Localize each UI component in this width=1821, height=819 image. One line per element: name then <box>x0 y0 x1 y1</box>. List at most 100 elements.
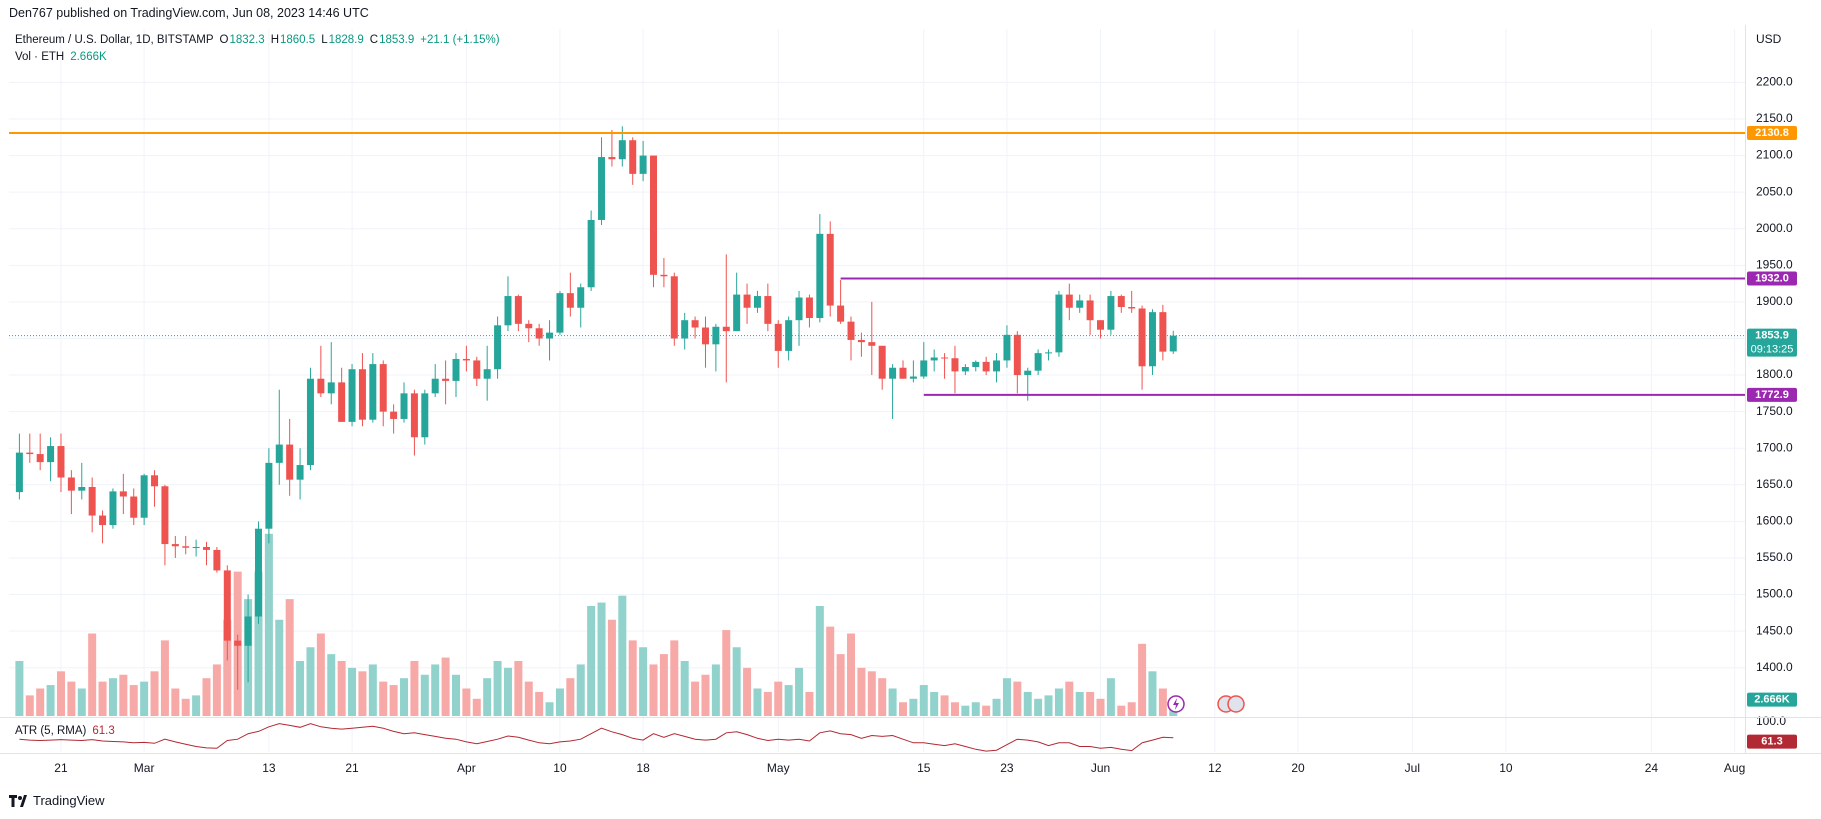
volume-bar <box>1158 688 1167 716</box>
candle-body <box>483 369 491 379</box>
price-pane <box>15 126 1177 752</box>
volume-bar <box>223 619 232 716</box>
candle-body <box>462 358 470 361</box>
volume-bar <box>441 657 450 716</box>
volume-bar <box>836 654 845 716</box>
candle-body <box>514 296 522 324</box>
volume-bar <box>410 661 419 716</box>
candle-body <box>826 233 834 306</box>
candle-body <box>598 157 606 220</box>
event-icon <box>1173 698 1179 710</box>
legend-item: H1860.5 <box>271 34 316 46</box>
candle-body <box>1138 308 1146 367</box>
level-label: 1772.9 <box>1755 389 1789 401</box>
candle-body <box>889 367 897 379</box>
volume-bar <box>753 688 762 716</box>
legend-number: 1832.3 <box>229 34 265 46</box>
candle-body <box>920 360 928 377</box>
legend-letter: C <box>369 34 379 46</box>
volume-bar <box>649 664 658 716</box>
volume-bar <box>119 674 128 716</box>
candle-body <box>1117 296 1125 308</box>
candle-body <box>941 357 949 359</box>
last-price-bg <box>1747 328 1797 357</box>
volume-bar <box>285 599 294 716</box>
candle-body <box>816 233 824 318</box>
volume-bar <box>514 661 523 716</box>
volume-bar <box>815 606 824 716</box>
legend-change: +21.1 (+1.15%) <box>420 34 500 46</box>
y-tick-label: 1600.0 <box>1756 514 1793 528</box>
volume-badge: 2.666K <box>1754 694 1790 706</box>
candle-body <box>764 296 772 324</box>
volume-bar <box>763 691 772 716</box>
x-tick-label: Jul <box>1405 761 1420 775</box>
volume-bar <box>680 661 689 716</box>
legend-title: Ethereum / U.S. Dollar, 1D, BITSTAMP <box>15 34 214 46</box>
candle-body <box>171 544 179 547</box>
volume-bar <box>826 626 835 716</box>
legend-item: O1832.3 <box>220 34 265 46</box>
candle-body <box>369 364 377 420</box>
candle-body <box>504 296 512 326</box>
volume-bar <box>961 705 970 716</box>
y-tick-label: 2050.0 <box>1756 184 1793 198</box>
volume-bar <box>535 691 544 716</box>
volume-bar <box>732 647 741 716</box>
candle-body <box>961 367 969 372</box>
candle-body <box>650 155 658 275</box>
volume-bar <box>555 688 564 716</box>
candle-body <box>234 640 242 646</box>
volume-bar <box>1034 698 1043 716</box>
volume-bar <box>67 681 76 716</box>
overlays: 1400.0 1450.0 1500.0 1550.0 1600.0 1650.0 1700… <box>9 75 1797 775</box>
volume-value: 2.666K <box>70 51 107 63</box>
candle-body <box>629 140 637 174</box>
event-icon <box>1227 695 1245 713</box>
volume-bar <box>379 681 388 716</box>
candle-body <box>1065 294 1073 308</box>
candle-body <box>296 465 304 480</box>
candle-body <box>1086 300 1094 321</box>
candle-body <box>795 297 803 321</box>
volume-bar <box>545 702 554 716</box>
volume-bar <box>982 705 991 716</box>
volume-bar <box>77 688 86 716</box>
volume-bar <box>1065 681 1074 716</box>
volume-bar <box>805 691 814 716</box>
volume-bar <box>275 619 284 716</box>
volume-bar <box>722 630 731 716</box>
candle-body <box>525 323 533 329</box>
volume-bar <box>1002 678 1011 716</box>
volume-bar <box>1086 691 1095 716</box>
y-tick-label: 1400.0 <box>1756 660 1793 674</box>
y-tick-label: 2150.0 <box>1756 111 1793 125</box>
volume-bar <box>316 633 325 716</box>
footer-text: TradingView <box>33 793 105 808</box>
x-tick-label: 10 <box>1499 761 1513 775</box>
volume-bar <box>108 678 117 716</box>
x-tick-label: 23 <box>1000 761 1014 775</box>
volume-bar <box>618 595 627 716</box>
candle-body <box>785 320 793 351</box>
volume-bar <box>1148 671 1157 716</box>
legend-letter: O <box>219 34 229 46</box>
publisher: Den767 published on TradingView.com, Jun… <box>9 6 369 20</box>
candle-body <box>1107 296 1115 330</box>
candle-body <box>837 305 845 322</box>
level-label-bg <box>1747 271 1797 286</box>
candle-body <box>26 452 34 455</box>
candle-body <box>78 487 86 491</box>
y-tick-label: 1900.0 <box>1756 294 1793 308</box>
candle-body <box>712 326 720 345</box>
volume-bar <box>56 671 65 716</box>
candle-body <box>119 491 127 497</box>
candle-body <box>847 321 855 340</box>
candle-body <box>431 378 439 394</box>
candle-body <box>909 376 917 379</box>
volume-bar <box>88 633 97 716</box>
atr-badge: 61.3 <box>1761 736 1782 748</box>
candle-body <box>1169 335 1177 352</box>
